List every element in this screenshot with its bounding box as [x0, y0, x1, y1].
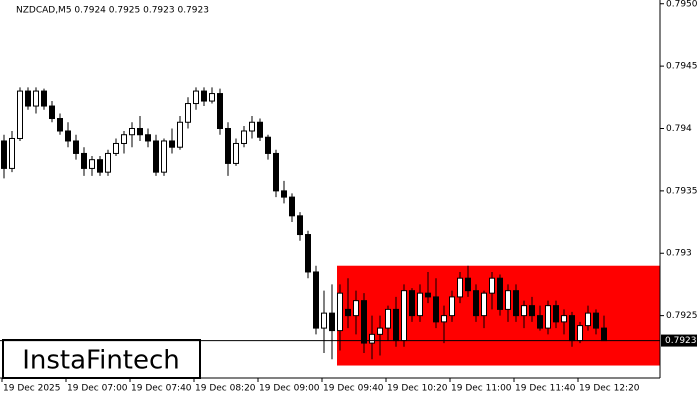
candle-body: [409, 290, 415, 317]
candle-body: [289, 196, 295, 217]
candle-body: [345, 308, 351, 317]
candle-body: [113, 142, 119, 154]
candle-body: [153, 140, 159, 173]
candle-body: [17, 90, 23, 139]
price-label-box: [661, 334, 697, 347]
candle-body: [529, 305, 535, 317]
watermark: InstaFintech: [22, 346, 180, 376]
candle-body: [505, 290, 511, 310]
candle-body: [313, 271, 319, 329]
x-tick-label: 19 Dec 2025: [3, 384, 61, 394]
candle-body: [401, 290, 407, 342]
candle-body: [577, 325, 583, 342]
candle-body: [489, 277, 495, 294]
candle-body: [73, 140, 79, 154]
y-tick-label: 0.7925: [666, 311, 698, 321]
y-tick-label: 0.793: [666, 249, 692, 259]
y-tick-label: 0.7950: [666, 0, 698, 9]
candle-body: [353, 300, 359, 317]
candle-body: [321, 312, 327, 329]
candle-body: [161, 140, 167, 173]
x-tick-label: 19 Dec 07:00: [67, 384, 128, 394]
candle-body: [201, 90, 207, 102]
candle-body: [537, 315, 543, 329]
x-tick-label: 19 Dec 11:40: [515, 384, 576, 394]
candle-body: [593, 312, 599, 329]
candle-body: [441, 315, 447, 323]
candle-body: [361, 300, 367, 344]
y-tick-label: 0.7935: [666, 186, 698, 196]
candle-body: [329, 312, 335, 332]
candle-body: [65, 130, 71, 142]
candle-body: [265, 136, 271, 154]
candle-body: [97, 159, 103, 173]
candle-body: [41, 90, 47, 107]
candle-body: [433, 296, 439, 323]
candle-body: [169, 140, 175, 148]
candle-body: [273, 152, 279, 192]
candle-body: [177, 121, 183, 148]
candle-body: [481, 292, 487, 317]
candle-body: [337, 292, 343, 332]
candle-body: [257, 121, 263, 138]
candle-body: [377, 327, 383, 335]
candle-body: [393, 308, 399, 342]
candle-body: [1, 140, 7, 169]
candle-body: [233, 142, 239, 164]
x-tick-label: 19 Dec 09:40: [323, 384, 384, 394]
candle-body: [297, 215, 303, 236]
candle-body: [457, 277, 463, 298]
candle-body: [9, 137, 15, 169]
candle-body: [81, 152, 87, 169]
candle-body: [209, 93, 215, 102]
candle-body: [185, 103, 191, 123]
x-tick-label: 19 Dec 07:40: [131, 384, 192, 394]
candle-body: [369, 333, 375, 344]
candle-body: [49, 105, 55, 120]
candle-body: [57, 118, 63, 132]
candle-body: [305, 234, 311, 273]
x-tick-label: 19 Dec 08:20: [195, 384, 256, 394]
candle-body: [105, 152, 111, 173]
candle-body: [25, 90, 31, 107]
candle-body: [545, 305, 551, 329]
candle-body: [225, 127, 231, 164]
watermark-box: [2, 339, 201, 379]
x-tick-label: 19 Dec 10:20: [387, 384, 448, 394]
candle-body: [137, 127, 143, 136]
candle-body: [241, 130, 247, 144]
candle-body: [465, 277, 471, 292]
candle-body: [569, 315, 575, 342]
candle-body: [145, 134, 151, 142]
candle-body: [193, 90, 199, 105]
candle-body: [129, 127, 135, 136]
candle-body: [33, 90, 39, 107]
y-tick-label: 0.794: [666, 124, 692, 134]
candle-body: [417, 292, 423, 317]
candle-body: [449, 296, 455, 317]
candle-body: [601, 327, 607, 342]
symbol-info: NZDCAD,M5 0.7924 0.7925 0.7923 0.7923: [16, 6, 209, 16]
x-tick-label: 19 Dec 11:00: [451, 384, 512, 394]
candle-body: [89, 159, 95, 169]
candle-body: [217, 93, 223, 129]
x-tick-label: 19 Dec 09:00: [259, 384, 320, 394]
candle-body: [513, 290, 519, 317]
candle-body: [473, 290, 479, 317]
candle-body: [561, 315, 567, 323]
candle-body: [249, 121, 255, 132]
x-tick-label: 19 Dec 12:20: [579, 384, 640, 394]
candle-body: [553, 305, 559, 323]
candle-body: [121, 134, 127, 144]
candle-body: [497, 277, 503, 310]
price-label: 0.7923: [665, 336, 697, 346]
candle-body: [385, 308, 391, 329]
candle-body: [281, 190, 287, 198]
candle-body: [585, 312, 591, 327]
y-tick-label: 0.7945: [666, 62, 698, 72]
candle-body: [425, 292, 431, 298]
candle-body: [521, 305, 527, 317]
